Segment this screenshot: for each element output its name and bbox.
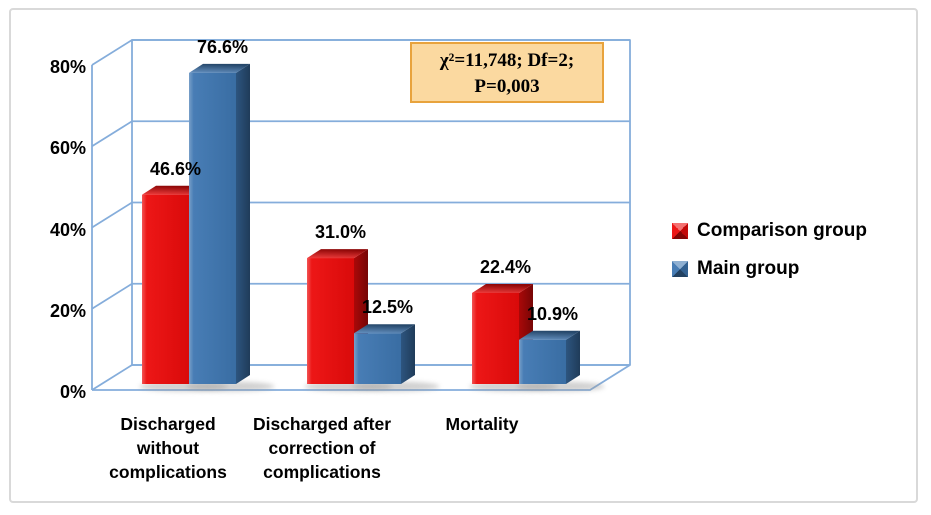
y-tick-label-40: 40%: [49, 219, 86, 240]
category-label-1: Discharged after correction of complicat…: [252, 414, 392, 482]
gridline-20: [91, 282, 630, 310]
data-label-comparison-group-cat2: 22.4%: [479, 257, 532, 277]
legend-item-main-group: Main group: [672, 258, 867, 280]
data-label-comparison-group-cat0: 46.6%: [149, 158, 202, 179]
gridline-40: [91, 201, 630, 229]
bar-top-face: [189, 63, 250, 73]
bar-top-face: [307, 249, 368, 259]
bar-main-group-cat0: [189, 63, 250, 384]
data-label-main-group-cat0: 76.6%: [196, 36, 249, 57]
bar-front-face: [307, 258, 354, 384]
category-label-0: Discharged without complications: [109, 414, 227, 482]
bars: [142, 63, 580, 384]
legend-marker-main-group-icon: [672, 261, 688, 277]
legend-item-comparison-group: Comparison group: [672, 220, 867, 242]
bar-main-group-cat1: [354, 324, 415, 384]
y-tick-label-20: 20%: [49, 300, 86, 321]
bar-side-face: [401, 324, 415, 384]
bar-front-face: [472, 293, 519, 384]
plot-walls-and-gridlines: [91, 39, 631, 391]
bar-front-face: [354, 333, 401, 384]
legend: Comparison group Main group: [672, 220, 867, 280]
bar-top-face: [142, 185, 203, 195]
bar-side-face: [236, 63, 250, 384]
y-tick-label-0: 0%: [59, 382, 86, 402]
legend-item-label: Main group: [697, 258, 800, 279]
bar-top-face: [472, 284, 533, 293]
y-tick-label-60: 60%: [49, 138, 86, 159]
annotation-line-1: χ²=11,748; Df=2;: [439, 50, 575, 71]
gridline-0: [91, 364, 630, 391]
gridline-80: [91, 39, 630, 66]
bar-front-face: [189, 72, 236, 384]
bar-main-group-cat2: [519, 330, 580, 384]
data-label-main-group-cat1: 12.5%: [361, 297, 414, 318]
y-tick-label-80: 80%: [49, 57, 86, 77]
gridline-60: [91, 120, 630, 148]
data-label-comparison-group-cat1: 31.0%: [314, 222, 367, 243]
annotation-line-2: P=0,003: [474, 76, 540, 97]
bar-top-face: [354, 324, 415, 334]
data-label-main-group-cat2: 10.9%: [526, 303, 579, 324]
bar-front-face: [519, 339, 566, 384]
category-label-2: Mortality: [445, 414, 519, 434]
bar-top-face: [519, 330, 580, 340]
chi-square-annotation-box: χ²=11,748; Df=2; P=0,003: [410, 42, 604, 103]
legend-item-label: Comparison group: [697, 220, 867, 241]
legend-marker-comparison-group-icon: [672, 223, 688, 239]
bar-side-face: [566, 330, 580, 384]
bar-front-face: [142, 194, 189, 384]
